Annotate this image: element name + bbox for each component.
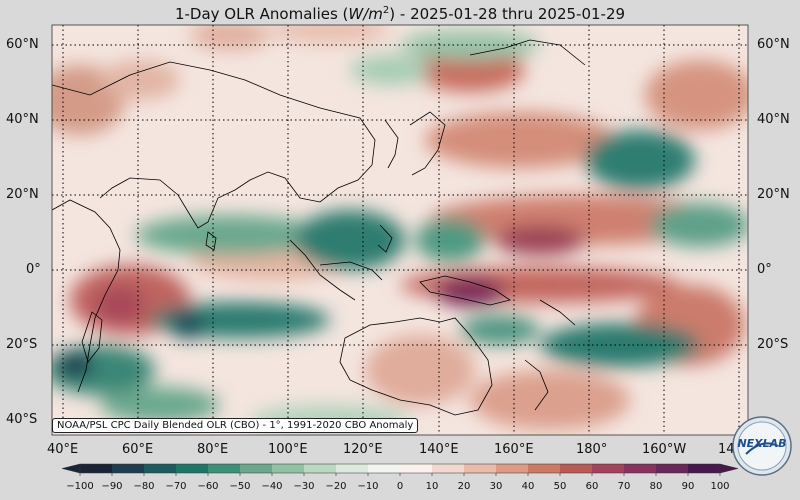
lat-label-20s-left: 20°S [6,337,38,352]
colorbar-tick-label: −100 [66,481,94,492]
lat-label-20n-left: 20°N [6,187,39,202]
lat-label-60n-left: 60°N [6,37,39,52]
colorbar-tick-label: 30 [489,481,503,492]
colorbar-tick-label: −50 [229,481,251,492]
colorbar-tick-label: −20 [325,481,347,492]
lat-label-40n-right: 40°N [757,112,790,127]
colorbar-segment [464,464,497,473]
colorbar-segment [688,464,721,473]
colorbar-segment [592,464,625,473]
colorbar-tick-label: 70 [617,481,631,492]
colorbar-segment [624,464,657,473]
colorbar-tick-label: −40 [261,481,283,492]
colorbar-segment [368,464,401,473]
colorbar-segment [272,464,305,473]
colorbar-tick-label: −90 [101,481,123,492]
colorbar-segment [560,464,593,473]
colorbar-segment [208,464,241,473]
colorbar-tick-label: −70 [165,481,187,492]
colorbar-tick-label: 40 [521,481,535,492]
colorbar-tick-label: 80 [649,481,663,492]
lon-label-160w: 160°W [642,442,687,457]
colorbar-tick-label: 60 [585,481,599,492]
data-source-credit: NOAA/PSL CPC Daily Blended OLR (CBO) - 1… [52,418,419,433]
colorbar-segment [112,464,145,473]
colorbar-segment [304,464,337,473]
colorbar-tick-label: −60 [197,481,219,492]
lon-label-160e: 160°E [494,442,534,457]
colorbar-segment [176,464,209,473]
colorbar-segment [496,464,529,473]
colorbar-tick-label: −10 [357,481,379,492]
colorbar-segment [336,464,369,473]
anomaly-field [52,25,748,435]
colorbar-min-arrow [61,463,81,474]
lon-label-40e: 40°E [47,442,79,457]
coastlines [52,39,586,416]
colorbar-segment [240,464,273,473]
lat-label-60n-right: 60°N [757,37,790,52]
map-title: 1-Day OLR Anomalies (W/m2) - 2025-01-28 … [174,5,626,23]
colorbar-tick-label: 100 [710,481,730,492]
colorbar-tick-label: 10 [425,481,439,492]
colorbar-tick-label: −80 [133,481,155,492]
lon-label-120e: 120°E [343,442,383,457]
colorbar-tick-label: 90 [681,481,695,492]
lat-label-eq-left: 0° [26,262,41,277]
nexlab-logo: NEXLAB [732,416,792,476]
lat-label-eq-right: 0° [757,262,772,277]
colorbar-segment [144,464,177,473]
colorbar-tick-label: 0 [396,481,404,492]
lon-label-140e: 140°E [419,442,459,457]
colorbar-tick-label: 20 [457,481,471,492]
lon-label-180: 180° [576,442,608,457]
colorbar-tick-label: 50 [553,481,567,492]
lon-label-80e: 80°E [197,442,229,457]
lat-label-40s-left: 40°S [6,412,38,427]
lon-label-100e: 100°E [268,442,308,457]
colorbar-segment [528,464,561,473]
colorbar-segment [400,464,433,473]
colorbar [61,463,739,476]
lon-label-60e: 60°E [122,442,154,457]
colorbar-segment [656,464,689,473]
colorbar-segment [432,464,465,473]
lat-label-20s-right: 20°S [757,337,789,352]
colorbar-segment [80,464,113,473]
lat-label-20n-right: 20°N [757,187,790,202]
graticule [52,25,748,435]
logo-text: NEXLAB [737,437,786,450]
lat-label-40n-left: 40°N [6,112,39,127]
colorbar-tick-label: −30 [293,481,315,492]
